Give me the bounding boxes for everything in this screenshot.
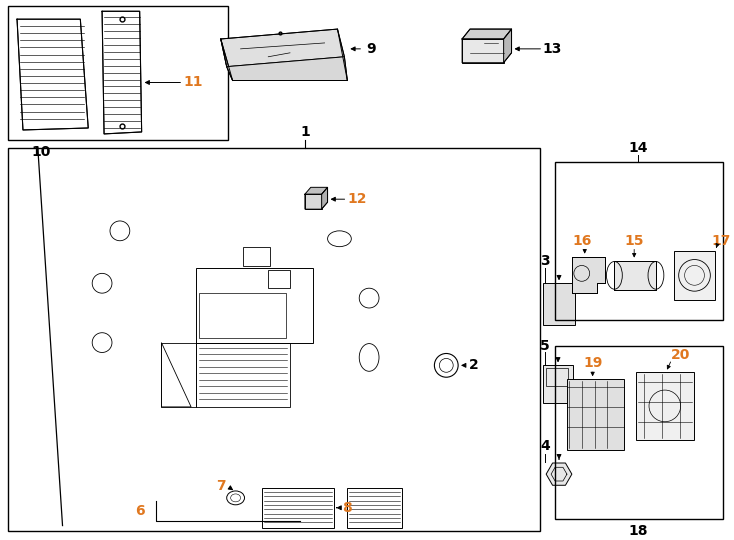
- Text: 20: 20: [671, 348, 691, 362]
- Text: 7: 7: [216, 479, 225, 493]
- Text: 10: 10: [31, 145, 51, 159]
- Text: 14: 14: [628, 141, 648, 155]
- Text: 12: 12: [347, 192, 367, 206]
- Text: 2: 2: [469, 359, 479, 373]
- Text: 11: 11: [184, 76, 203, 90]
- Polygon shape: [227, 57, 347, 80]
- Bar: [555, 161, 723, 320]
- Text: 1: 1: [300, 125, 310, 139]
- Bar: [196, 342, 290, 407]
- Text: 13: 13: [542, 42, 562, 56]
- Bar: [8, 6, 228, 140]
- Polygon shape: [504, 29, 512, 63]
- Polygon shape: [614, 260, 656, 290]
- Text: 19: 19: [583, 356, 603, 370]
- Bar: [196, 268, 313, 342]
- Text: 6: 6: [135, 504, 145, 518]
- Polygon shape: [102, 11, 142, 134]
- Text: 17: 17: [711, 234, 731, 248]
- Polygon shape: [221, 29, 344, 66]
- Bar: [674, 251, 715, 300]
- Text: 3: 3: [540, 253, 550, 267]
- Bar: [546, 368, 568, 386]
- Text: 9: 9: [366, 42, 376, 56]
- Polygon shape: [321, 187, 327, 209]
- Text: 8: 8: [343, 501, 352, 515]
- Polygon shape: [221, 39, 233, 80]
- Bar: [543, 284, 575, 325]
- Text: 4: 4: [540, 440, 550, 454]
- Polygon shape: [305, 187, 327, 194]
- Polygon shape: [17, 19, 88, 130]
- Bar: [347, 488, 401, 528]
- Bar: [567, 379, 625, 450]
- Text: 15: 15: [625, 234, 644, 248]
- Bar: [543, 366, 573, 403]
- Polygon shape: [462, 29, 512, 39]
- Polygon shape: [462, 39, 504, 63]
- Text: 16: 16: [572, 234, 592, 248]
- Text: 18: 18: [628, 523, 648, 537]
- Polygon shape: [546, 463, 572, 485]
- Bar: [636, 372, 694, 440]
- Polygon shape: [305, 194, 321, 209]
- Bar: [268, 271, 290, 288]
- Text: 5: 5: [540, 339, 550, 353]
- Polygon shape: [572, 256, 605, 293]
- Bar: [242, 247, 270, 266]
- Bar: [555, 346, 723, 518]
- Bar: [262, 488, 333, 528]
- Bar: [8, 148, 540, 530]
- Bar: [199, 293, 286, 338]
